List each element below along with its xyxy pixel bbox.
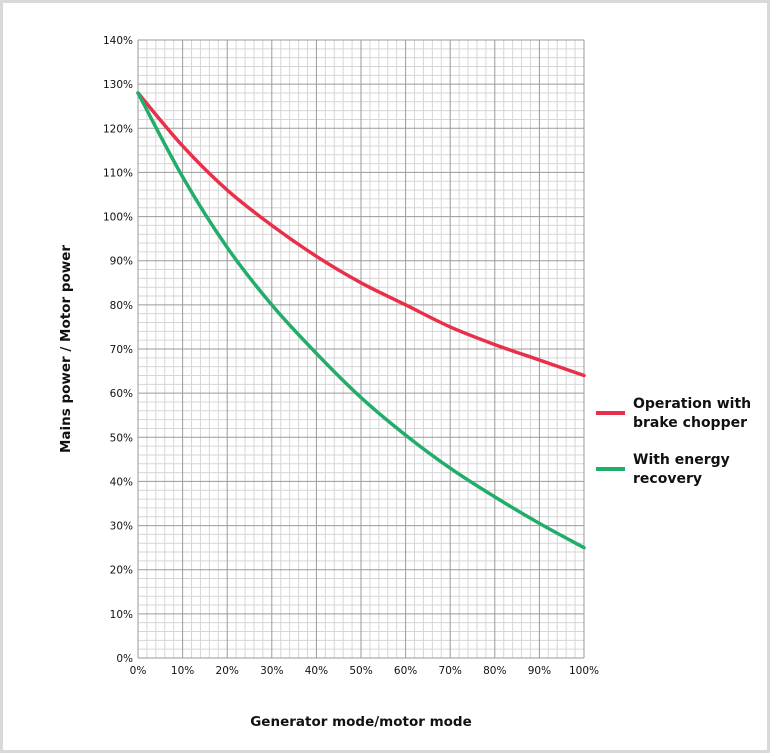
- legend-label-1: Operation with: [633, 396, 751, 412]
- y-tick-label: 60%: [110, 388, 133, 400]
- grid: [137, 39, 585, 659]
- y-tick-label: 110%: [103, 167, 133, 179]
- y-tick-label: 100%: [103, 212, 133, 224]
- x-tick-label: 90%: [528, 665, 551, 677]
- x-tick-label: 30%: [260, 665, 283, 677]
- y-tick-label: 10%: [110, 609, 133, 621]
- y-tick-label: 30%: [110, 521, 133, 533]
- y-axis-ticks: 0% 10% 20% 30% 40% 50% 60% 70% 80% 90% 100% 110% 120…: [103, 35, 133, 665]
- series-layer: [136, 91, 586, 550]
- line-chart: 0% 10% 20% 30% 40% 50% 60% 70% 80% 90% 100% 110% 120…: [58, 35, 751, 730]
- y-tick-label: 80%: [110, 300, 133, 312]
- legend-label-2: With energy: [633, 452, 730, 468]
- series-line-1: [136, 91, 586, 378]
- series-line-2: [136, 91, 586, 550]
- x-tick-label: 100%: [569, 665, 599, 677]
- x-tick-label: 70%: [439, 665, 462, 677]
- legend-label-2: recovery: [633, 471, 702, 487]
- legend-label-1: brake chopper: [633, 415, 747, 431]
- y-tick-label: 140%: [103, 35, 133, 47]
- y-tick-label: 90%: [110, 256, 133, 268]
- x-tick-label: 60%: [394, 665, 417, 677]
- y-axis-title: Mains power / Motor power: [58, 245, 74, 453]
- legend: Operation with brake chopper With energy re…: [596, 396, 751, 487]
- x-tick-label: 0%: [130, 665, 147, 677]
- x-tick-label: 20%: [216, 665, 239, 677]
- y-tick-label: 20%: [110, 565, 133, 577]
- y-tick-label: 40%: [110, 476, 133, 488]
- y-tick-label: 0%: [116, 653, 133, 665]
- y-tick-label: 70%: [110, 344, 133, 356]
- x-tick-label: 50%: [349, 665, 372, 677]
- x-tick-label: 10%: [171, 665, 194, 677]
- y-tick-label: 130%: [103, 79, 133, 91]
- y-tick-label: 50%: [110, 432, 133, 444]
- y-tick-label: 120%: [103, 123, 133, 135]
- x-axis-ticks: 0% 10% 20% 30% 40% 50% 60% 70% 80% 90% 100%: [130, 665, 599, 677]
- x-tick-label: 80%: [483, 665, 506, 677]
- x-axis-title: Generator mode/motor mode: [250, 714, 472, 730]
- x-tick-label: 40%: [305, 665, 328, 677]
